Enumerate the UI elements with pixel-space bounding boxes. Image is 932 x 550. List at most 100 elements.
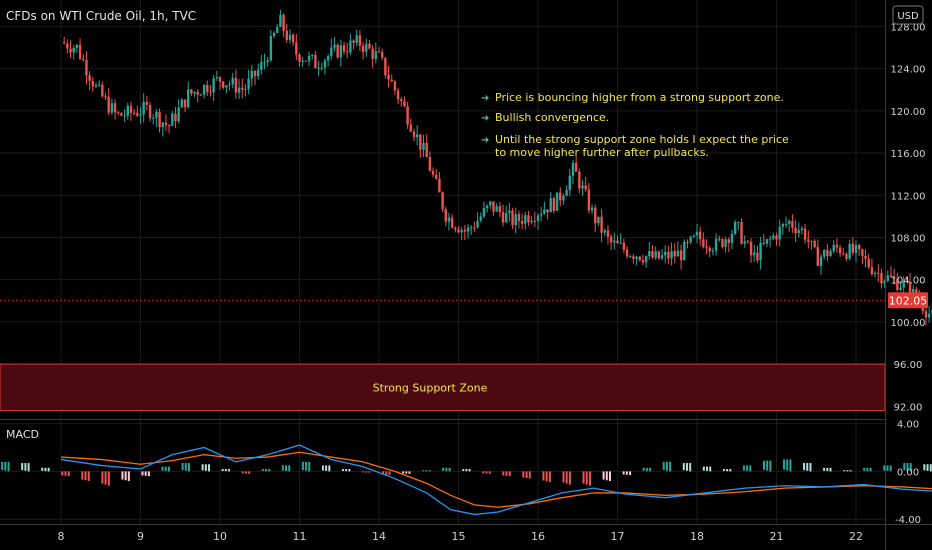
macd-histogram-bar xyxy=(803,463,806,471)
candle-body xyxy=(66,43,69,49)
candle-body xyxy=(590,207,594,211)
currency-button-box[interactable] xyxy=(892,5,924,25)
candle-body xyxy=(600,216,603,233)
candle-body xyxy=(679,250,683,261)
candle-body xyxy=(91,80,94,87)
candle-body xyxy=(199,94,203,96)
candle-body xyxy=(479,216,482,221)
candle-body xyxy=(689,236,692,243)
candle-body xyxy=(161,122,164,128)
candle-body xyxy=(400,99,403,102)
note-line-4: to move higher further after pullbacks. xyxy=(495,146,709,159)
candle-body xyxy=(536,215,540,221)
candle-body xyxy=(800,228,804,231)
macd-histogram-bar xyxy=(482,471,485,474)
macd-histogram-bar xyxy=(585,471,588,485)
macd-histogram-bar xyxy=(184,463,187,471)
candle-body xyxy=(250,70,253,79)
candle-body xyxy=(908,281,912,299)
candle-body xyxy=(902,280,905,288)
candle-body xyxy=(781,223,785,227)
macd-histogram-bar xyxy=(783,459,786,470)
candle-body xyxy=(654,251,657,258)
macd-histogram-bar xyxy=(341,469,344,472)
macd-histogram-bar xyxy=(726,469,729,472)
candle-body xyxy=(543,209,546,214)
macd-histogram-bar xyxy=(325,465,328,471)
candle-body xyxy=(603,230,606,233)
macd-histogram-bar xyxy=(502,471,505,476)
candle-body xyxy=(72,47,75,53)
time-tick-label: 22 xyxy=(849,530,863,543)
macd-axis[interactable]: -4.00 0.00 4.00 xyxy=(895,420,921,527)
candle-body xyxy=(158,111,161,128)
last-price-tag: 102.05 xyxy=(888,292,928,309)
macd-histogram-bar xyxy=(542,471,545,481)
candle-body xyxy=(447,217,451,222)
candle-body xyxy=(269,36,273,61)
macd-histogram-bar xyxy=(522,471,525,478)
candle-body xyxy=(225,85,228,88)
candle-body xyxy=(724,239,727,247)
macd-histogram-bar xyxy=(706,466,709,472)
macd-histogram-bar xyxy=(408,471,411,474)
macd-histogram-bar xyxy=(528,471,531,479)
candle-body xyxy=(231,77,234,85)
macd-histogram-bar xyxy=(181,463,184,471)
candle-body xyxy=(864,255,867,259)
candle-body xyxy=(145,101,149,105)
candle-body xyxy=(377,51,381,53)
macd-histogram-bar xyxy=(305,461,308,471)
candle-body xyxy=(180,99,184,108)
candle-body xyxy=(301,60,304,62)
macd-histogram-bar xyxy=(27,463,30,472)
macd-histogram-bar xyxy=(762,460,765,470)
macd-histogram-bar xyxy=(21,463,24,471)
candle-body xyxy=(606,230,610,237)
macd-histogram-bar xyxy=(766,460,769,471)
candle-body xyxy=(476,220,479,228)
macd-histogram-bar xyxy=(642,467,645,471)
currency-button[interactable]: USD xyxy=(892,5,924,25)
candle-body xyxy=(581,185,584,189)
candle-body xyxy=(568,175,571,190)
time-axis[interactable]: 8 9 10 11 14 15 16 17 18 21 22 xyxy=(58,530,864,543)
candle-body xyxy=(638,256,641,261)
macd-histogram-bar xyxy=(84,471,87,481)
candle-body xyxy=(791,221,794,228)
candle-body xyxy=(78,44,82,59)
candle-body xyxy=(695,231,699,236)
macd-histogram-bar xyxy=(4,461,7,471)
candle-body xyxy=(272,32,276,37)
macd-histogram-bar xyxy=(261,469,264,472)
candle-body xyxy=(842,253,845,255)
candle-body xyxy=(380,51,384,58)
macd-histogram-bar xyxy=(448,467,451,472)
macd-histogram-bar xyxy=(224,469,227,472)
macd-histogram-bar xyxy=(164,466,167,472)
candle-body xyxy=(422,142,425,150)
macd-histogram-bar xyxy=(869,467,872,472)
candle-body xyxy=(282,14,285,31)
macd-histogram-bar xyxy=(645,467,648,472)
macd-histogram-bar xyxy=(87,471,90,481)
macd-histogram-bar xyxy=(525,471,528,479)
candle-body xyxy=(444,209,447,222)
macd-histogram-bar xyxy=(786,459,789,471)
candle-body xyxy=(686,241,689,243)
candle-body xyxy=(651,251,654,258)
candle-body xyxy=(810,240,813,242)
price-axis[interactable]: 92.00 96.00 100.00 104.00 108.00 112.00 116.00… xyxy=(891,22,926,413)
price-tick-label: 100.00 xyxy=(891,318,926,329)
macd-histogram-bar xyxy=(221,469,224,472)
candle-body xyxy=(794,227,797,234)
price-tick-label: 128.00 xyxy=(891,22,926,33)
candle-body xyxy=(241,87,244,90)
candle-body xyxy=(549,198,552,213)
macd-histogram-bar xyxy=(689,463,692,472)
candle-body xyxy=(485,205,489,209)
candle-body xyxy=(390,79,393,82)
macd-histogram-bar xyxy=(308,461,311,472)
candle-body xyxy=(126,105,129,116)
